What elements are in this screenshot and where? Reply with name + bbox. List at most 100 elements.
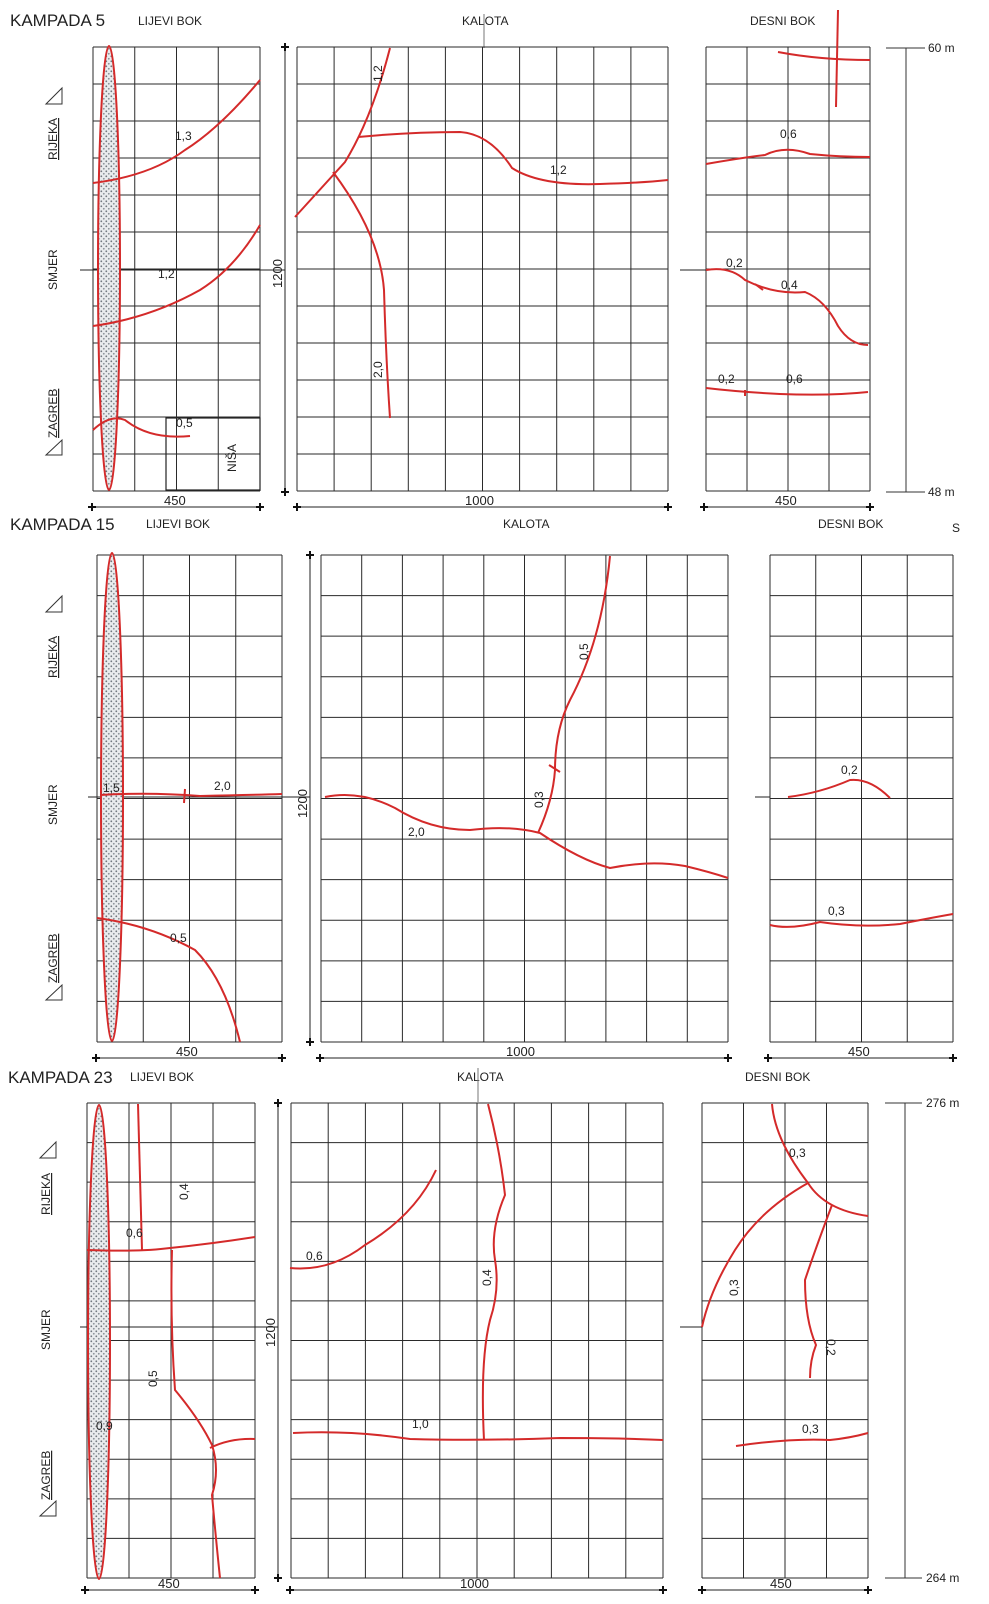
k23-aperture-left-low: 0,5: [146, 1370, 160, 1387]
k5-cracks: [92, 9, 871, 438]
k15-aperture-left-b: 2,0: [214, 779, 231, 793]
k5-crown-grid: [296, 46, 669, 492]
k15-smjer-label: SMJER: [46, 784, 60, 825]
k5-zagreb-arrow-icon: [44, 438, 63, 456]
k23-station-top: 276 m: [926, 1096, 959, 1110]
k23-aperture-right-top: 0,3: [789, 1146, 806, 1160]
k5-crack-right-a: [705, 148, 871, 165]
k5-crack-left-top: [92, 79, 261, 184]
k5-aperture-crown-vert: 2,0: [371, 361, 385, 378]
k5-smjer-label: SMJER: [46, 249, 60, 290]
k5-right-flank-grid: [705, 46, 871, 492]
k23-crown-grid: [290, 1102, 664, 1579]
dimension-end-mark: [949, 1054, 957, 1062]
k15-dimension-lines: [96, 555, 953, 1059]
k5-crack-left-mid: [92, 224, 261, 327]
k5-aperture-right-top: 0,6: [780, 127, 797, 141]
k15-left-flank-label: LIJEVI BOK: [146, 517, 210, 531]
dimension-end-mark: [764, 1054, 772, 1062]
k15-zagreb-label: ZAGREB: [46, 934, 60, 983]
dimension-end-mark: [281, 43, 289, 51]
k15-crack-left-tick: [183, 788, 186, 804]
k15-left-width: 450: [176, 1044, 198, 1059]
k15-right-flank-label: DESNI BOK: [818, 517, 883, 531]
dimension-end-mark: [256, 503, 264, 511]
k15-crack-right-top: [787, 778, 891, 799]
dimension-end-mark: [306, 1038, 314, 1046]
dimension-end-mark: [274, 1099, 282, 1107]
k5-crown-width: 1000: [465, 493, 494, 508]
k23-stationing-scale: [885, 1102, 922, 1579]
k15-crack-crown-vert: [537, 555, 611, 834]
dimension-end-mark: [866, 503, 874, 511]
k5-crack-right-top-vert: [835, 9, 839, 108]
k23-crack-left-low: [170, 1249, 221, 1579]
dimension-end-mark: [286, 1586, 294, 1594]
k15-crack-left-mid: [99, 792, 283, 798]
k5-rijeka-label: RIJEKA: [46, 118, 60, 160]
k5-aperture-right-c: 0,2: [718, 372, 735, 386]
k5-height: 1200: [270, 259, 285, 288]
k5-left-width: 450: [164, 493, 186, 508]
k15-shotcrete-lens: [100, 552, 124, 1042]
k23-crack-right-low: [735, 1432, 869, 1447]
k23-crack-labels: 0,4 0,6 0,5 0,9 0,6 0,4 1,0 0,3 0,3 0,2 …: [96, 1146, 838, 1436]
k15-direction-labels: RIJEKA SMJER ZAGREB: [44, 594, 63, 1001]
k5-crack-crown-horiz: [357, 130, 669, 186]
k23-left-width: 450: [158, 1576, 180, 1591]
k5-zagreb-label: ZAGREB: [46, 389, 60, 438]
k23-right-flank-grid: [701, 1102, 869, 1579]
k5-right-width: 450: [775, 493, 797, 508]
k23-crack-left-horiz: [86, 1236, 256, 1252]
dimension-end-mark: [724, 1054, 732, 1062]
k23-smjer-label: SMJER: [39, 1309, 53, 1350]
k23-zagreb-label: ZAGREB: [39, 1451, 53, 1500]
k5-niche-label: NIŠA: [224, 444, 239, 472]
k5-crack-right-b: [705, 268, 869, 346]
k5-aperture-left-mid: 1,2: [158, 267, 175, 281]
k5-crack-labels: 1,3 1,2 0,5 1,2 1,2 2,0 0,6 0,2 0,4 0,2 …: [158, 65, 803, 430]
k5-aperture-right-b: 0,4: [781, 278, 798, 292]
k23-crack-right-diag: [701, 1182, 809, 1328]
k5-left-flank-label: LIJEVI BOK: [138, 14, 202, 28]
k15-right-flank-grid: [769, 554, 954, 1043]
kampada-5-title: KAMPADA 5: [10, 11, 105, 30]
k23-right-flank-label: DESNI BOK: [745, 1070, 810, 1084]
k15-aperture-left-a: 1,5: [103, 781, 120, 795]
dimension-end-mark: [864, 1586, 872, 1594]
kampada-23-title: KAMPADA 23: [8, 1068, 113, 1087]
dimension-end-mark: [281, 488, 289, 496]
k5-aperture-crown-horiz: 1,2: [550, 163, 567, 177]
k5-crack-right-top-horiz: [777, 51, 871, 61]
k5-dimension-lines: [92, 47, 870, 508]
k15-aperture-crown-vert: 0,5: [577, 643, 591, 660]
kampada-23-panel: KAMPADA 23 LIJEVI BOK KALOTA DESNI BOK R…: [8, 1068, 959, 1591]
dimension-end-mark: [88, 503, 96, 511]
k5-aperture-right-d: 0,6: [786, 372, 803, 386]
k23-right-width: 450: [770, 1576, 792, 1591]
k23-left-flank-grid: [86, 1102, 256, 1579]
k23-zagreb-arrow-icon: [38, 1499, 57, 1517]
dimension-end-mark: [659, 1586, 667, 1594]
kampada-15-title: KAMPADA 15: [10, 515, 115, 534]
k23-rijeka-arrow-icon: [38, 1140, 57, 1159]
k23-crack-left-vert: [137, 1103, 143, 1251]
k5-shotcrete-lens: [97, 45, 121, 491]
dimension-end-mark: [316, 1054, 324, 1062]
k15-cracks: [96, 555, 954, 1043]
k23-crown-label: KALOTA: [457, 1070, 503, 1084]
dimension-end-mark: [81, 1586, 89, 1594]
dimension-end-mark: [278, 1054, 286, 1062]
k15-right-width: 450: [848, 1044, 870, 1059]
dimension-end-mark: [92, 1054, 100, 1062]
k5-crack-right-tick: [754, 283, 764, 291]
dimension-end-mark: [306, 551, 314, 559]
k5-aperture-left-low: 0,5: [176, 416, 193, 430]
kampada-15-panel: KAMPADA 15 LIJEVI BOK KALOTA DESNI BOK S…: [10, 515, 960, 1059]
k15-crown-grid: [320, 554, 729, 1043]
k15-crown-label: KALOTA: [503, 517, 549, 531]
k15-crack-labels: 1,5 2,0 0,5 0,5 0,3 2,0 0,2 0,3: [103, 643, 858, 945]
dimension-end-mark: [251, 1586, 259, 1594]
dimension-end-mark: [700, 503, 708, 511]
